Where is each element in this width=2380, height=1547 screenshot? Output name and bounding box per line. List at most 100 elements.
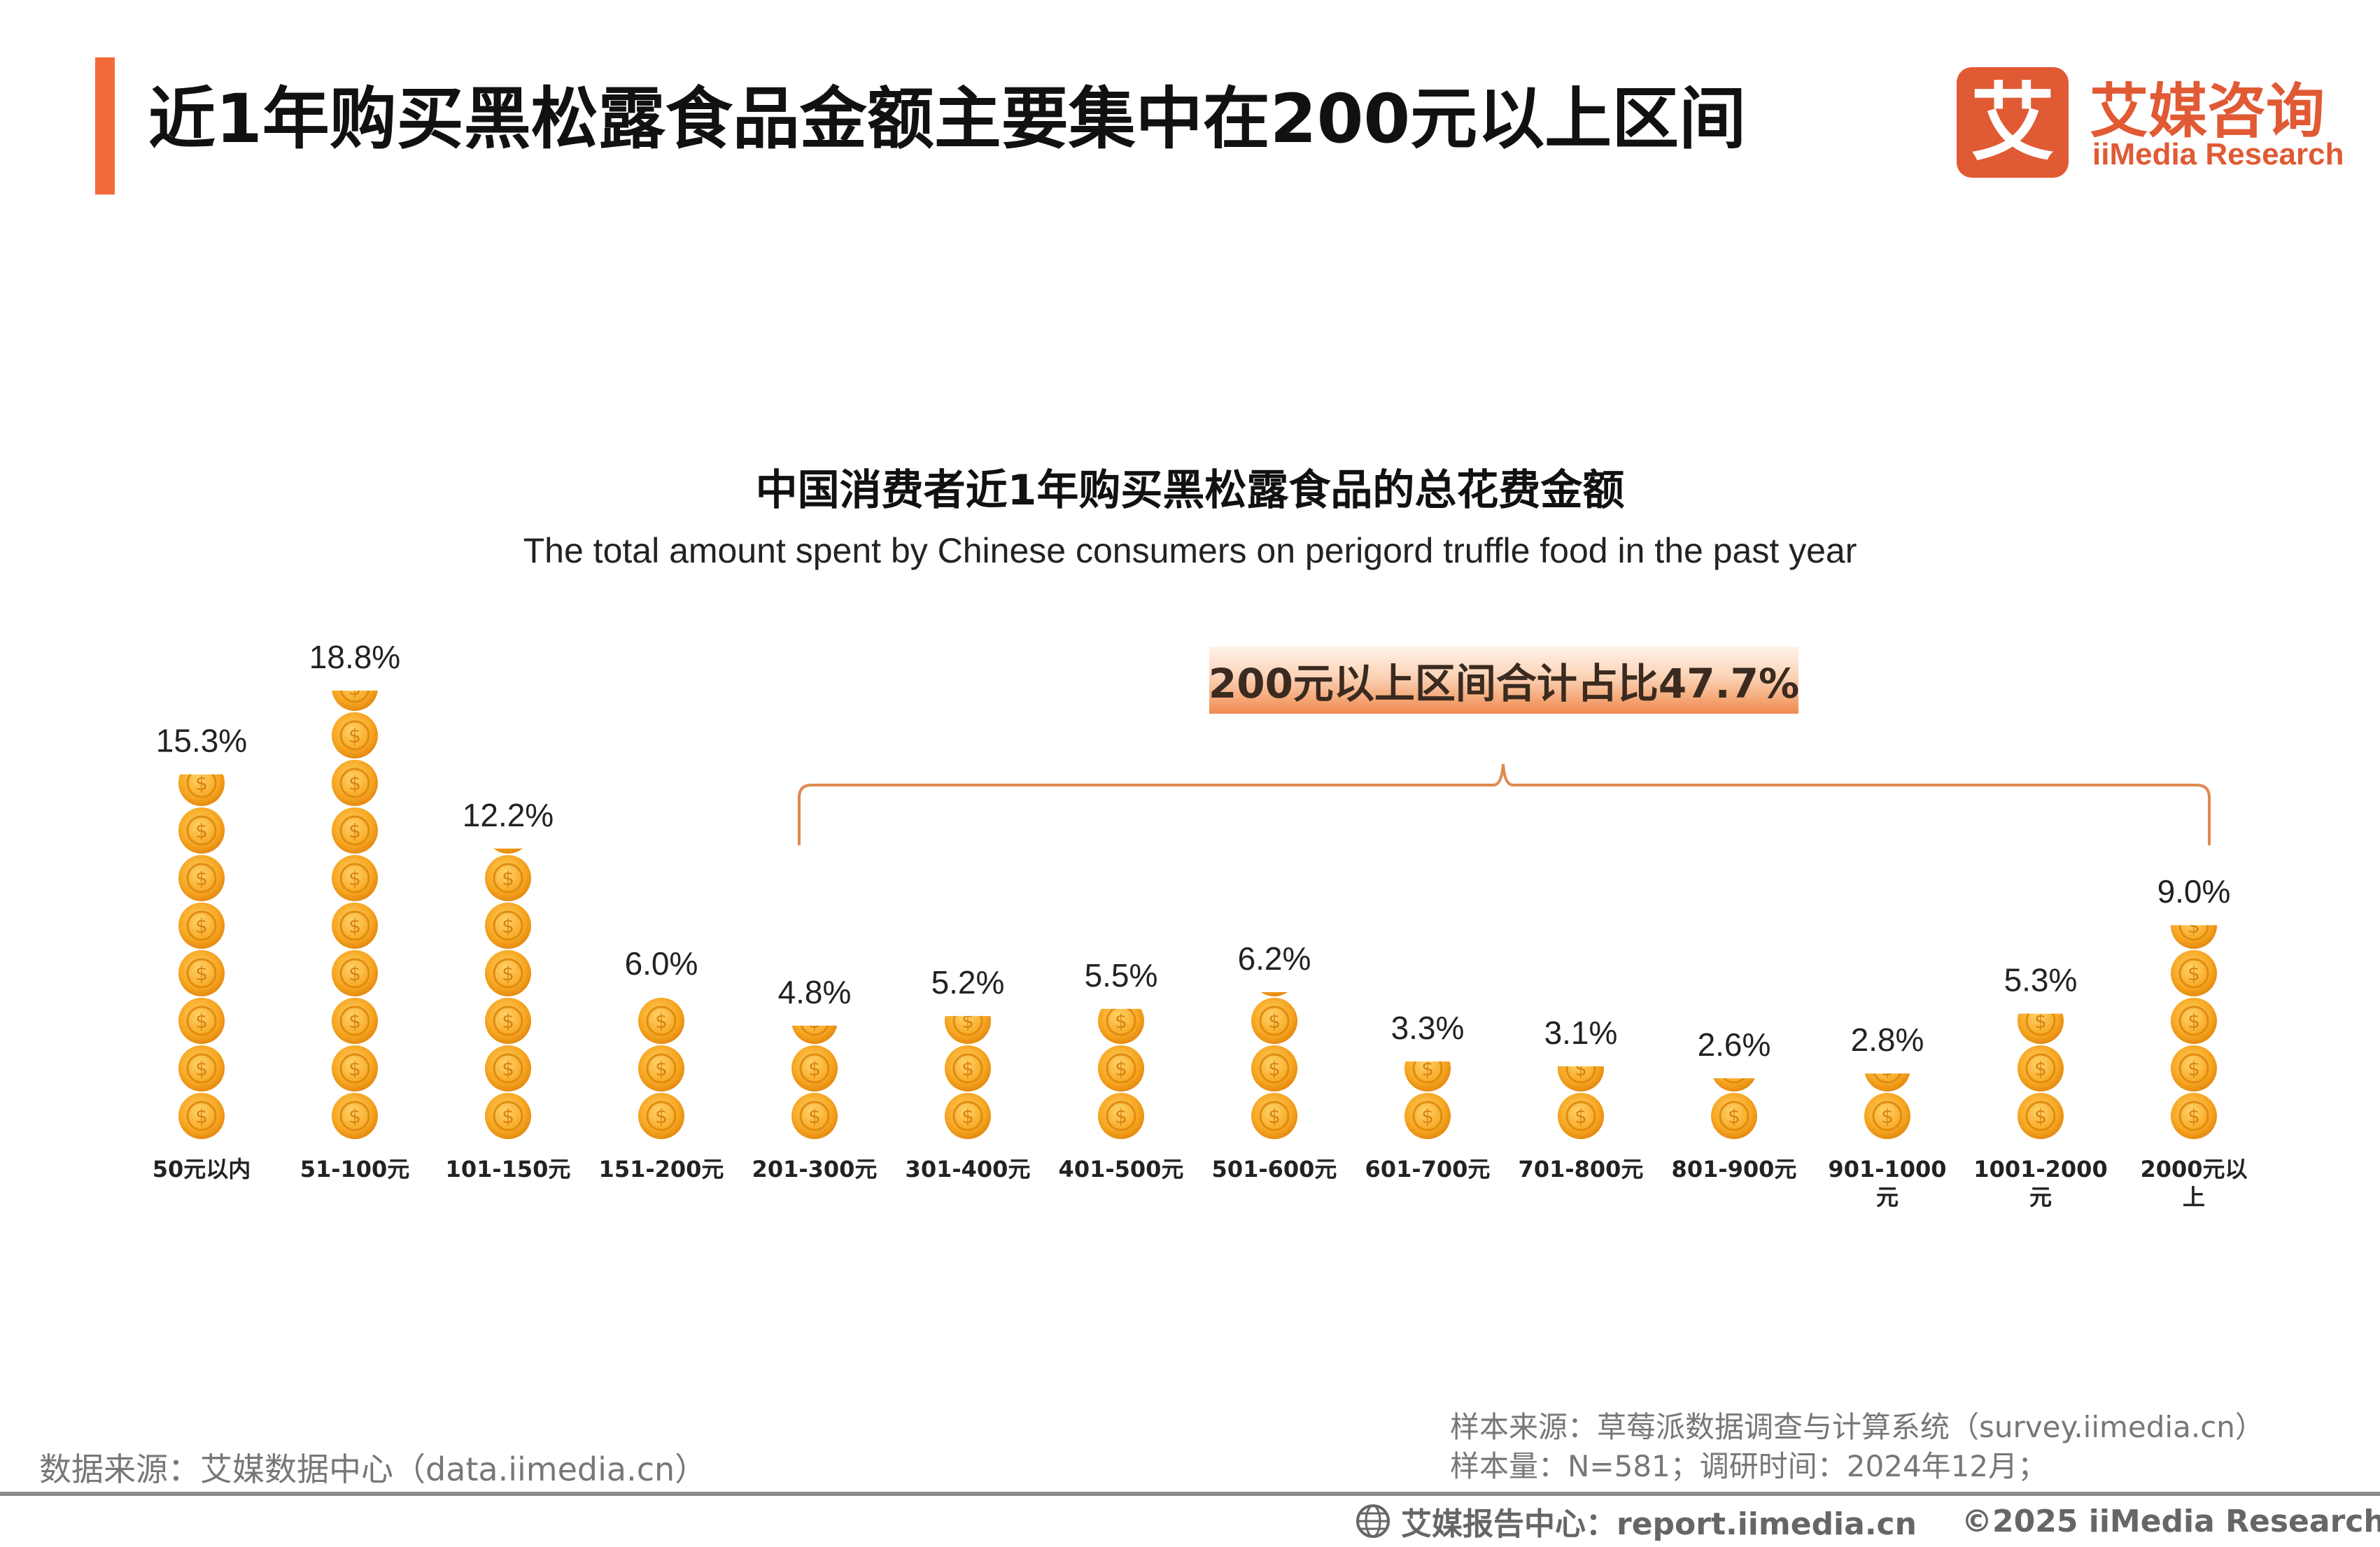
bar-10: $$$ xyxy=(1558,1057,1604,1139)
value-label: 2.6% xyxy=(1698,1026,1771,1063)
svg-text:$: $ xyxy=(195,1105,208,1128)
bar-6: $$$$ xyxy=(945,1010,991,1139)
svg-text:$: $ xyxy=(1421,1105,1434,1128)
svg-text:$: $ xyxy=(1115,1105,1127,1128)
bar-4: $$$$$ xyxy=(638,914,684,1139)
svg-text:$: $ xyxy=(195,1057,208,1080)
value-label: 4.8% xyxy=(778,974,852,1010)
logo-glyph: 艾 xyxy=(1971,75,2055,171)
svg-text:$: $ xyxy=(195,772,208,795)
svg-text:$: $ xyxy=(655,1105,668,1128)
svg-text:$: $ xyxy=(348,962,361,985)
data-source-note: 数据来源：艾媒数据中心（data.iimedia.cn） xyxy=(39,1450,707,1488)
svg-text:$: $ xyxy=(808,1105,821,1128)
svg-text:$: $ xyxy=(1728,1105,1740,1128)
svg-text:$: $ xyxy=(348,1010,361,1033)
value-label: 3.3% xyxy=(1391,1010,1465,1046)
svg-text:$: $ xyxy=(962,1105,974,1128)
svg-text:$: $ xyxy=(348,1057,361,1080)
svg-text:$: $ xyxy=(808,1010,821,1033)
value-label: 5.2% xyxy=(931,964,1005,1001)
svg-text:$: $ xyxy=(1421,1057,1434,1080)
svg-text:$: $ xyxy=(502,914,514,938)
svg-text:$: $ xyxy=(348,867,361,890)
svg-text:$: $ xyxy=(1728,1057,1740,1080)
svg-text:$: $ xyxy=(502,1057,514,1080)
category-label: 151-200元 xyxy=(599,1156,724,1182)
svg-text:$: $ xyxy=(655,914,668,938)
svg-text:$: $ xyxy=(808,1057,821,1080)
value-label: 5.5% xyxy=(1085,957,1158,994)
svg-text:$: $ xyxy=(962,1010,974,1033)
bottom-bar: 艾媒报告中心：report.iimedia.cn ©2025 iiMedia R… xyxy=(1355,1499,2380,1544)
svg-text:$: $ xyxy=(195,867,208,890)
svg-text:$: $ xyxy=(502,772,514,795)
category-label: 801-900元 xyxy=(1672,1156,1797,1182)
svg-text:$: $ xyxy=(2188,962,2200,985)
svg-text:$: $ xyxy=(1115,1010,1127,1033)
globe-icon xyxy=(1356,1504,1390,1538)
svg-text:$: $ xyxy=(2034,1057,2047,1080)
category-label: 2000元以上 xyxy=(2140,1156,2247,1210)
page-title: 近1年购买黑松露食品金额主要集中在200元以上区间 xyxy=(148,80,1747,158)
svg-text:$: $ xyxy=(195,962,208,985)
category-label: 51-100元 xyxy=(300,1156,410,1182)
bar-5: $$$$ xyxy=(791,1010,838,1139)
svg-text:$: $ xyxy=(2034,1105,2047,1128)
svg-text:$: $ xyxy=(655,1010,668,1033)
chart-subtitle: The total amount spent by Chinese consum… xyxy=(523,531,1857,570)
bar-3: $$$$$$$$ xyxy=(485,772,531,1139)
category-label: 401-500元 xyxy=(1059,1156,1184,1182)
category-label: 601-700元 xyxy=(1365,1156,1491,1182)
category-label: 101-150元 xyxy=(446,1156,571,1182)
report-center-link[interactable]: 艾媒报告中心：report.iimedia.cn xyxy=(1401,1506,1917,1542)
svg-text:$: $ xyxy=(2188,1105,2200,1128)
bar-8: $$$$$ xyxy=(1251,914,1297,1139)
svg-text:$: $ xyxy=(502,1010,514,1033)
bar-1: $$$$$$$$$ xyxy=(178,772,225,1139)
svg-text:$: $ xyxy=(1268,1057,1281,1080)
range-bracket xyxy=(798,763,2211,845)
chart-title: 中国消费者近1年购买黑松露食品的总花费金额 xyxy=(755,466,1625,515)
svg-text:$: $ xyxy=(1268,1010,1281,1033)
logo-mark-icon: 艾 xyxy=(1957,67,2069,178)
logo-name-cn: 艾媒咨询 xyxy=(2090,77,2325,146)
svg-text:$: $ xyxy=(1575,1057,1587,1080)
value-label: 3.1% xyxy=(1544,1015,1618,1051)
sample-source-note: 样本来源：草莓派数据调查与计算系统（survey.iimedia.cn） xyxy=(1450,1410,2265,1444)
value-label: 9.0% xyxy=(2157,873,2231,910)
svg-text:$: $ xyxy=(2188,1010,2200,1033)
bar-7: $$$$ xyxy=(1098,1008,1144,1139)
footer-divider xyxy=(0,1492,2380,1496)
bar-9: $$$ xyxy=(1404,1057,1451,1139)
annotation-badge: 200元以上区间合计占比47.7% xyxy=(1209,647,1799,714)
svg-text:$: $ xyxy=(1268,1105,1281,1128)
bar-11: $$$ xyxy=(1711,1057,1757,1139)
category-label: 1001-2000 元 xyxy=(1973,1156,2107,1210)
brand-logo: 艾 艾媒咨询 iiMedia Research xyxy=(1957,64,2344,183)
value-label: 12.2% xyxy=(463,797,554,833)
svg-text:$: $ xyxy=(348,914,361,938)
svg-text:$: $ xyxy=(1115,1057,1127,1080)
sample-size-note: 样本量：N=581；调研时间：2024年12月； xyxy=(1450,1449,2048,1483)
copyright-text: ©2025 iiMedia Research Inc xyxy=(1961,1503,2380,1539)
category-label: 901-1000 元 xyxy=(1828,1156,1946,1210)
bar-12: $$$ xyxy=(1864,1057,1910,1139)
svg-text:$: $ xyxy=(1268,914,1281,938)
category-label: 701-800元 xyxy=(1519,1156,1644,1182)
title-accent-bar xyxy=(95,57,115,195)
svg-text:$: $ xyxy=(2188,1057,2200,1080)
svg-text:$: $ xyxy=(348,1105,361,1128)
svg-text:$: $ xyxy=(1881,1057,1894,1080)
svg-text:$: $ xyxy=(2034,1010,2047,1033)
svg-text:$: $ xyxy=(502,962,514,985)
svg-text:$: $ xyxy=(502,867,514,890)
category-label: 50元以内 xyxy=(153,1156,251,1182)
value-label: 6.2% xyxy=(1238,940,1311,977)
value-label: 6.0% xyxy=(625,945,698,982)
value-label: 15.3% xyxy=(156,723,247,759)
sample-notes: 样本来源：草莓派数据调查与计算系统（survey.iimedia.cn） 样本量… xyxy=(1450,1408,2265,1486)
category-label: 301-400元 xyxy=(906,1156,1031,1182)
svg-text:$: $ xyxy=(655,1057,668,1080)
